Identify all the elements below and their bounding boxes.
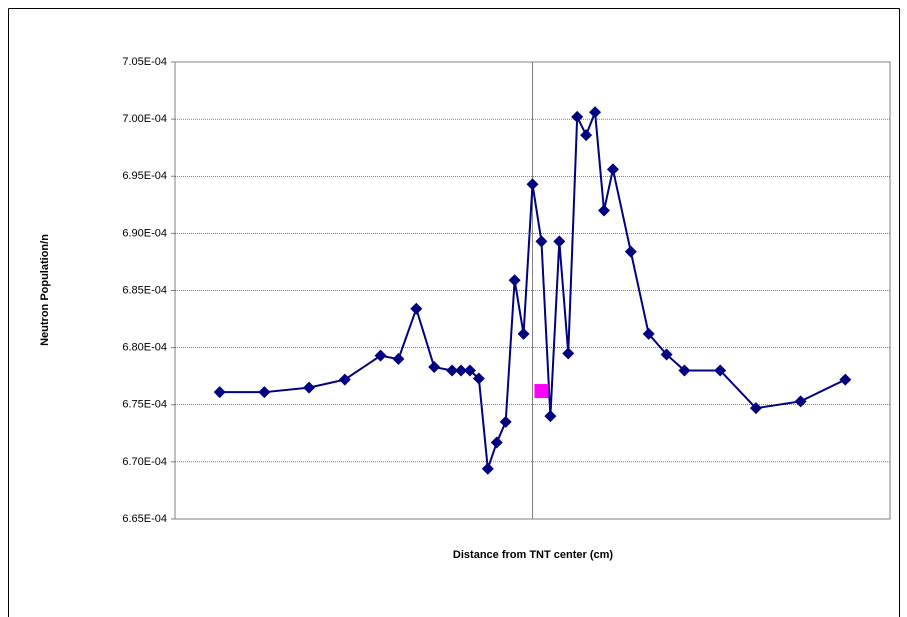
marker bbox=[481, 462, 494, 475]
marker bbox=[606, 163, 619, 176]
marker bbox=[303, 381, 316, 394]
y-axis-label: Neutron Population/n bbox=[39, 234, 51, 346]
marker bbox=[463, 364, 476, 377]
marker bbox=[714, 364, 727, 377]
marker bbox=[392, 353, 405, 366]
marker bbox=[749, 402, 762, 415]
marker bbox=[258, 386, 271, 399]
marker bbox=[660, 348, 673, 361]
marker bbox=[213, 386, 226, 399]
marker bbox=[544, 410, 557, 423]
marker bbox=[571, 110, 584, 123]
marker bbox=[428, 361, 441, 374]
marker bbox=[598, 204, 610, 217]
y-tick-label: 6.75E-04 bbox=[122, 399, 167, 411]
marker bbox=[455, 364, 467, 377]
marker bbox=[446, 364, 459, 377]
marker bbox=[374, 349, 387, 362]
y-tick-label: 6.70E-04 bbox=[122, 456, 167, 468]
marker bbox=[535, 235, 548, 248]
marker bbox=[517, 327, 530, 340]
marker bbox=[499, 415, 512, 428]
y-tick-label: 6.90E-04 bbox=[122, 227, 167, 239]
marker bbox=[794, 395, 807, 408]
marker bbox=[338, 373, 351, 386]
y-tick-label: 6.85E-04 bbox=[122, 284, 167, 296]
marker bbox=[490, 436, 503, 449]
marker bbox=[526, 178, 539, 191]
marker bbox=[642, 327, 655, 340]
y-tick-label: 6.65E-04 bbox=[122, 513, 167, 525]
marker bbox=[472, 372, 485, 385]
y-tick-label: 7.00E-04 bbox=[122, 113, 167, 125]
marker bbox=[562, 347, 575, 360]
marker bbox=[580, 129, 593, 142]
marker bbox=[839, 373, 852, 386]
marker bbox=[624, 245, 637, 258]
marker bbox=[589, 106, 602, 119]
marker bbox=[410, 302, 423, 315]
y-tick-label: 6.95E-04 bbox=[122, 170, 167, 182]
marker bbox=[678, 364, 691, 377]
y-tick-label: 6.80E-04 bbox=[122, 342, 167, 354]
marker bbox=[508, 274, 521, 287]
x-axis-label: Distance from TNT center (cm) bbox=[453, 549, 613, 561]
marker bbox=[553, 235, 566, 248]
marker bbox=[534, 384, 549, 399]
y-tick-label: 7.05E-04 bbox=[122, 56, 167, 68]
